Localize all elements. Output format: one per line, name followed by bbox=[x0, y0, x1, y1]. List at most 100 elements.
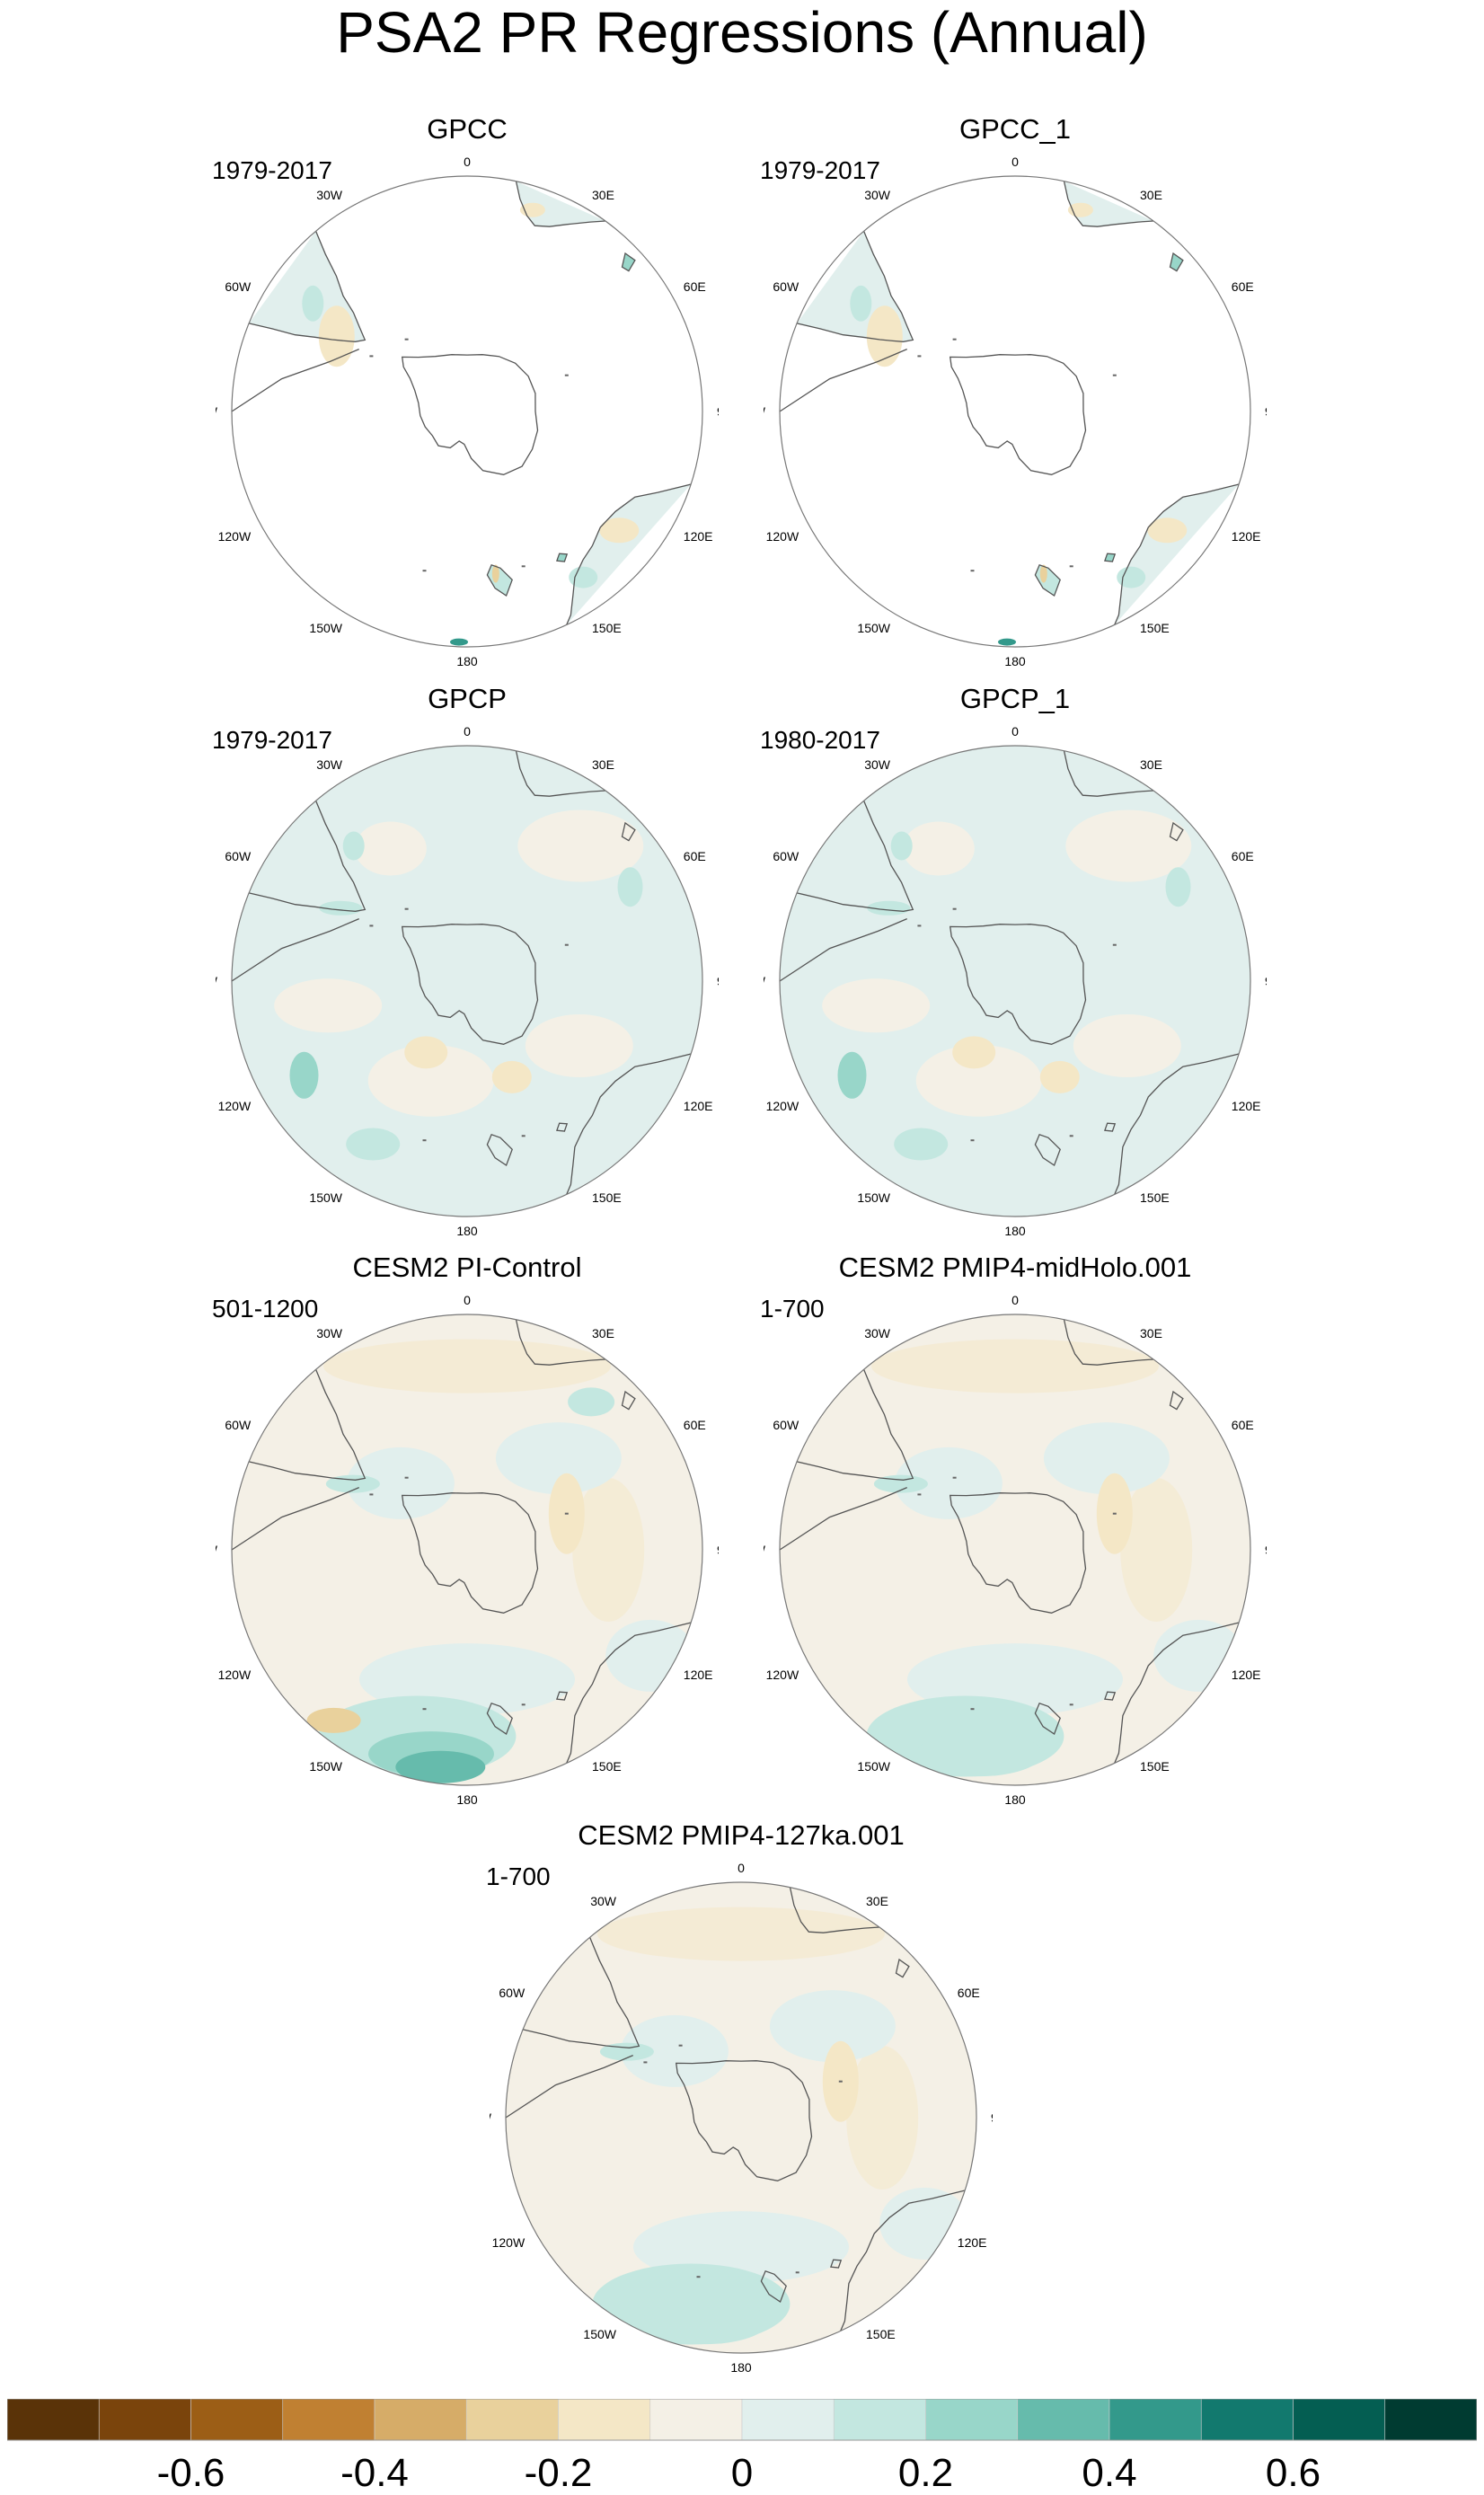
page-title: PSA2 PR Regressions (Annual) bbox=[336, 0, 1148, 65]
longitude-label: 30E bbox=[866, 1894, 888, 1908]
colorbar-swatch bbox=[1200, 2399, 1294, 2441]
colorbar-swatch bbox=[1293, 2399, 1386, 2441]
map-border bbox=[779, 1314, 1251, 1786]
colorbar-tick-label: 0 bbox=[730, 2451, 754, 2495]
longitude-label: 60E bbox=[1232, 279, 1254, 294]
map-border bbox=[779, 175, 1251, 648]
map-field bbox=[506, 1882, 976, 2353]
polar-map: 0 30E 60E 90E 120E 150E 180 150W 120W 90W 60W 30W bbox=[764, 155, 1267, 668]
longitude-label: 180 bbox=[1004, 1224, 1026, 1238]
antarctica-coastline bbox=[675, 2060, 813, 2181]
africa-coastline bbox=[515, 181, 606, 227]
longitude-label: 30W bbox=[864, 757, 891, 772]
longitude-label: 0 bbox=[1011, 724, 1019, 739]
panel-period: 1-700 bbox=[486, 1862, 551, 1890]
polar-map: 0 30E 60E 90E 120E 150E 180 150W 120W 90W 60W 30W bbox=[216, 1293, 719, 1807]
longitude-label: 90W bbox=[216, 974, 218, 988]
panel-title: CESM2 PMIP4-midHolo.001 bbox=[838, 1252, 1192, 1283]
map-field bbox=[780, 746, 1250, 1217]
longitude-label: 30W bbox=[590, 1894, 617, 1908]
colorbar-swatch bbox=[374, 2399, 467, 2441]
longitude-label: 90W bbox=[764, 404, 766, 419]
colorbar-swatch bbox=[282, 2399, 375, 2441]
longitude-label: 90E bbox=[991, 2110, 993, 2125]
panel-cesm2-midholo: CESM2 PMIP4-midHolo.001 1-700 0 30E 60E 90E… bbox=[760, 1252, 1267, 1809]
africa-coastline bbox=[789, 1887, 880, 1933]
colorbar bbox=[7, 2399, 1477, 2441]
panel-period: 1980-2017 bbox=[760, 726, 880, 754]
longitude-label: 30W bbox=[316, 1326, 343, 1340]
south-america-coastline bbox=[796, 231, 914, 342]
africa-coastline bbox=[1063, 750, 1154, 797]
panel-gpcc: GPCC 1979-2017 0 30E 60E 90E 120E 150E 180 150W… bbox=[212, 113, 719, 670]
longitude-label: 60E bbox=[1232, 1418, 1254, 1432]
panel-period: 1-700 bbox=[760, 1295, 825, 1323]
longitude-label: 60W bbox=[773, 279, 799, 294]
map-field bbox=[232, 746, 702, 1217]
longitude-label: 0 bbox=[738, 1861, 745, 1875]
map-field bbox=[780, 176, 1250, 647]
longitude-label: 120W bbox=[766, 529, 799, 544]
panel-gpcp-1: GPCP_1 1980-2017 0 30E 60E 90E 120E 150E 180 15… bbox=[760, 683, 1267, 1240]
south-america-coastline bbox=[796, 801, 914, 912]
map-field bbox=[780, 1314, 1250, 1785]
polar-map: 0 30E 60E 90E 120E 150E 180 150W 120W 90W 60W 30W bbox=[490, 1861, 993, 2375]
longitude-label: 60W bbox=[773, 849, 799, 863]
longitude-label: 180 bbox=[456, 1224, 478, 1238]
colorbar-swatch bbox=[833, 2399, 926, 2441]
colorbar-swatch bbox=[925, 2399, 1019, 2441]
map-border bbox=[231, 175, 703, 648]
polar-map: 0 30E 60E 90E 120E 150E 180 150W 120W 90W 60W 30W bbox=[216, 724, 719, 1238]
colorbar-tick-label: -0.6 bbox=[156, 2451, 225, 2495]
longitude-label: 150W bbox=[857, 1759, 890, 1774]
polar-map: 0 30E 60E 90E 120E 150E 180 150W 120W 90W 60W 30W bbox=[764, 724, 1267, 1238]
australia-coastline bbox=[840, 2190, 966, 2331]
polar-map: 0 30E 60E 90E 120E 150E 180 150W 120W 90W 60W 30W bbox=[216, 155, 719, 668]
longitude-label: 150W bbox=[583, 2327, 616, 2341]
longitude-label: 0 bbox=[1011, 155, 1019, 169]
map-border bbox=[779, 745, 1251, 1217]
longitude-label: 60W bbox=[225, 1418, 252, 1432]
panel-period: 1979-2017 bbox=[212, 726, 332, 754]
longitude-label: 30W bbox=[316, 757, 343, 772]
longitude-label: 150W bbox=[857, 621, 890, 635]
longitude-label: 150W bbox=[857, 1190, 890, 1205]
longitude-label: 30E bbox=[1140, 188, 1162, 202]
colorbar-tick-label: -0.4 bbox=[340, 2451, 409, 2495]
longitude-label: 120W bbox=[218, 529, 252, 544]
longitude-label: 0 bbox=[464, 155, 471, 169]
longitude-label: 120E bbox=[1232, 529, 1261, 544]
longitude-label: 120E bbox=[1232, 1099, 1261, 1113]
longitude-label: 150E bbox=[592, 1190, 622, 1205]
south-america-coastline bbox=[248, 801, 367, 912]
longitude-label: 60W bbox=[225, 849, 252, 863]
polar-map: 0 30E 60E 90E 120E 150E 180 150W 120W 90W 60W 30W bbox=[764, 1293, 1267, 1807]
africa-coastline bbox=[1063, 1319, 1154, 1366]
panel-title: GPCP_1 bbox=[959, 683, 1071, 714]
longitude-label: 180 bbox=[456, 1792, 478, 1807]
panel-cesm2-pi-control: CESM2 PI-Control 501-1200 0 30E 60E 90E 120E… bbox=[212, 1252, 719, 1809]
australia-coastline bbox=[566, 1622, 692, 1764]
australia-coastline bbox=[1114, 1622, 1240, 1764]
map-border bbox=[231, 1314, 703, 1786]
longitude-label: 150E bbox=[866, 2327, 896, 2341]
south-america-coastline bbox=[248, 231, 367, 342]
colorbar-swatch bbox=[7, 2399, 100, 2441]
colorbar-tick-label: 0.6 bbox=[1265, 2451, 1321, 2495]
longitude-label: 120W bbox=[218, 1668, 252, 1682]
colorbar-tick-label: -0.2 bbox=[524, 2451, 593, 2495]
longitude-label: 30E bbox=[1140, 1326, 1162, 1340]
longitude-label: 60E bbox=[1232, 849, 1254, 863]
antarctica-coastline bbox=[401, 1492, 539, 1614]
longitude-label: 150E bbox=[592, 1759, 622, 1774]
colorbar-swatch bbox=[465, 2399, 559, 2441]
map-field bbox=[232, 1314, 702, 1785]
longitude-label: 120E bbox=[684, 529, 713, 544]
longitude-label: 120E bbox=[684, 1099, 713, 1113]
longitude-label: 90W bbox=[764, 974, 766, 988]
colorbar-swatch bbox=[98, 2399, 191, 2441]
australia-coastline bbox=[566, 1053, 692, 1195]
longitude-label: 150E bbox=[1140, 1190, 1170, 1205]
longitude-label: 120W bbox=[218, 1099, 252, 1113]
map-border bbox=[505, 1881, 977, 2354]
